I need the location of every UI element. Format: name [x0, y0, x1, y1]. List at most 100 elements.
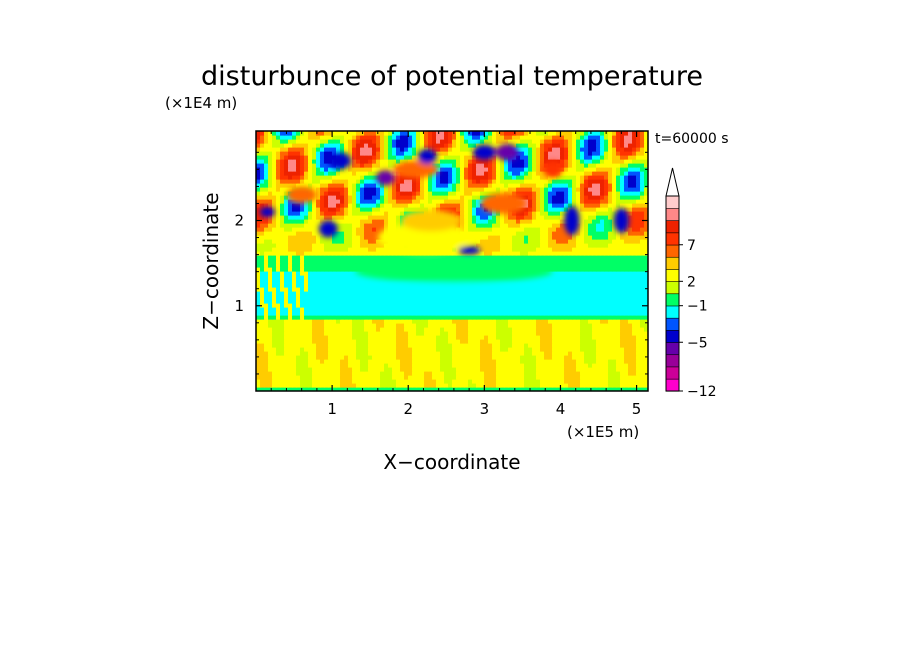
heatmap-cell: [532, 287, 537, 292]
heatmap-cell: [500, 219, 505, 224]
heatmap-cell: [388, 335, 393, 340]
heatmap-cell: [516, 375, 521, 380]
heatmap-cell: [564, 347, 569, 352]
heatmap-cell: [632, 283, 637, 288]
heatmap-cell: [500, 239, 505, 244]
heatmap-cell: [588, 255, 593, 260]
heatmap-cell: [544, 367, 549, 372]
heatmap-cell: [292, 371, 297, 376]
heatmap-cell: [272, 291, 277, 296]
heatmap-cell: [360, 359, 365, 364]
heatmap-cell: [388, 367, 393, 372]
heatmap-cell: [316, 347, 321, 352]
heatmap-cell: [336, 295, 341, 300]
heatmap-cell: [372, 371, 377, 376]
heatmap-cell: [520, 331, 525, 336]
heatmap-cell: [344, 359, 349, 364]
heatmap-cell: [296, 299, 301, 304]
heatmap-cell: [352, 203, 357, 208]
heatmap-cell: [640, 271, 645, 276]
heatmap-cell: [528, 223, 533, 228]
heatmap-cell: [272, 243, 277, 248]
heatmap-cell: [584, 387, 589, 391]
heatmap-cell: [260, 243, 265, 248]
heatmap-cell: [404, 327, 409, 332]
heatmap-cell: [444, 351, 449, 356]
heatmap-cell: [440, 339, 445, 344]
heatmap-cell: [488, 327, 493, 332]
heatmap-cell: [620, 191, 625, 196]
heatmap-cell: [600, 327, 605, 332]
heatmap-cell: [400, 211, 405, 216]
heatmap-cell: [528, 319, 533, 324]
heatmap-cell: [424, 327, 429, 332]
heatmap-cell: [472, 315, 477, 320]
heatmap-cell: [344, 251, 349, 256]
heatmap-cell: [316, 287, 321, 292]
heatmap-cell: [632, 295, 637, 300]
heatmap-cell: [508, 343, 513, 348]
heatmap-cell: [540, 355, 545, 360]
heatmap-cell: [512, 379, 517, 384]
heatmap-cell: [620, 327, 625, 332]
heatmap-cell: [308, 287, 313, 292]
heatmap-cell: [596, 191, 601, 196]
heatmap-cell: [456, 335, 461, 340]
heatmap-cell: [624, 287, 629, 292]
heatmap-cell: [480, 379, 485, 384]
heatmap-cell: [544, 355, 549, 360]
heatmap-cell: [544, 243, 549, 248]
heatmap-cell: [296, 335, 301, 340]
heatmap-cell: [548, 251, 553, 256]
heatmap-cell: [528, 315, 533, 320]
heatmap-cell: [536, 367, 541, 372]
heatmap-cell: [272, 203, 277, 208]
heatmap-cell: [300, 335, 305, 340]
heatmap-cell: [604, 343, 609, 348]
heatmap-cell: [420, 343, 425, 348]
heatmap-cell: [276, 327, 281, 332]
heatmap-cell: [556, 223, 561, 228]
heatmap-cell: [500, 215, 505, 220]
heatmap-cell: [292, 299, 297, 304]
heatmap-cell: [548, 383, 553, 388]
heatmap-cell: [612, 267, 617, 272]
heatmap-cell: [516, 327, 521, 332]
heatmap-cell: [572, 259, 577, 264]
heatmap-cell: [496, 351, 501, 356]
heatmap-cell: [616, 327, 621, 332]
heatmap-cell: [548, 227, 553, 232]
heatmap-cell: [612, 235, 617, 240]
heatmap-cell: [508, 231, 513, 236]
heatmap-cell: [620, 387, 625, 391]
heatmap-cell: [544, 215, 549, 220]
heatmap-cell: [596, 303, 601, 308]
heatmap-cell: [420, 259, 425, 264]
heatmap-cell: [644, 243, 648, 248]
heatmap-cell: [348, 223, 353, 228]
heatmap-cell: [556, 387, 561, 391]
heatmap-cell: [540, 283, 545, 288]
heatmap-cell: [288, 231, 293, 236]
heatmap-cell: [476, 219, 481, 224]
heatmap-cell: [484, 343, 489, 348]
heatmap-cell: [592, 267, 597, 272]
heatmap-cell: [312, 323, 317, 328]
heatmap-cell: [432, 343, 437, 348]
heatmap-cell: [572, 319, 577, 324]
heatmap-cell: [600, 287, 605, 292]
heatmap-cell: [632, 215, 637, 220]
heatmap-cell: [300, 343, 305, 348]
heatmap-cell: [292, 291, 297, 296]
heatmap-cell: [480, 371, 485, 376]
heatmap-cell: [492, 315, 497, 320]
heatmap-cell: [476, 187, 481, 192]
heatmap-cell: [344, 291, 349, 296]
heatmap-cell: [308, 307, 313, 312]
heatmap-cell: [496, 355, 501, 360]
heatmap-cell: [392, 331, 397, 336]
heatmap-cell: [416, 359, 421, 364]
heatmap-cell: [544, 275, 549, 280]
heatmap-cell: [588, 323, 593, 328]
heatmap-cell: [636, 191, 641, 196]
